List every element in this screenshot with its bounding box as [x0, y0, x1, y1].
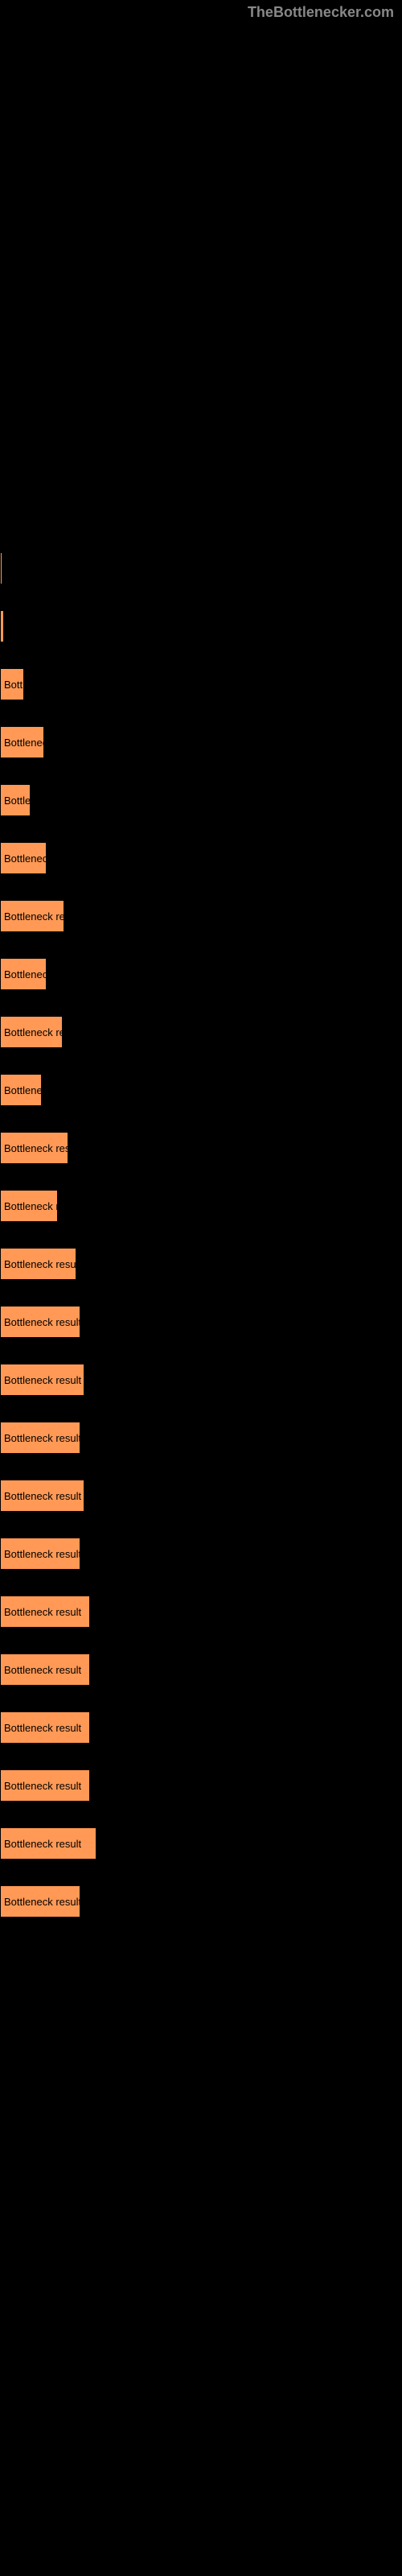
bar-row [0, 597, 402, 655]
bar-row: Bottleneck result [0, 1814, 402, 1872]
chart-bar: Bottlenec [0, 1074, 42, 1106]
chart-bar: Bottleneck result [0, 1538, 80, 1570]
bar-row: Bottleneck [0, 829, 402, 887]
bar-row: Bottleneck result [0, 1872, 402, 1930]
chart-bar: Bottleneck [0, 726, 44, 758]
chart-bar: Bottleneck result [0, 1711, 90, 1744]
bar-row: Bottleneck result [0, 1409, 402, 1467]
bar-row: Bottleneck result [0, 1583, 402, 1641]
bar-row: Bottleneck result [0, 1293, 402, 1351]
bar-row: Bottleneck [0, 713, 402, 771]
chart-bar: Bottleneck result [0, 1827, 96, 1860]
chart-bar [0, 552, 2, 584]
bar-row: Bottleneck result [0, 1235, 402, 1293]
chart-bar: Bottleneck result [0, 1364, 84, 1396]
bar-row: Bottleneck r [0, 1177, 402, 1235]
bar-row: Bottleneck result [0, 1641, 402, 1699]
bar-row: Bottl [0, 655, 402, 713]
bar-row: Bottler [0, 771, 402, 829]
chart-bar: Bottleneck [0, 958, 47, 990]
chart-bar: Bottleneck result [0, 1248, 76, 1280]
chart-bar: Bottleneck resu [0, 1132, 68, 1164]
chart-bar: Bottleneck r [0, 1190, 58, 1222]
bar-row: Bottleneck result [0, 1351, 402, 1409]
bar-chart: Bottl Bottleneck Bottler Bottleneck Bottlene… [0, 0, 402, 1946]
chart-bar: Bottleneck res [0, 900, 64, 932]
bar-row: Bottleneck result [0, 1699, 402, 1757]
bar-row: Bottleneck [0, 945, 402, 1003]
chart-bar: Bottler [0, 784, 31, 816]
chart-bar: Bottleneck result [0, 1885, 80, 1918]
chart-bar: Bottleneck [0, 842, 47, 874]
bar-row: Bottleneck result [0, 1757, 402, 1814]
chart-bar: Bottleneck result [0, 1306, 80, 1338]
bar-row: Bottleneck result [0, 1525, 402, 1583]
chart-bar: Bottleneck result [0, 1653, 90, 1686]
chart-bar: Bottleneck result [0, 1480, 84, 1512]
bar-row [0, 539, 402, 597]
bar-row: Bottleneck result [0, 1467, 402, 1525]
chart-bar: Bottleneck result [0, 1422, 80, 1454]
chart-bar: Bottleneck result [0, 1769, 90, 1802]
chart-bar: Bottl [0, 668, 24, 700]
chart-bar [0, 610, 4, 642]
bar-row: Bottleneck res [0, 887, 402, 945]
bar-row: Bottlenec [0, 1061, 402, 1119]
chart-bar: Bottleneck re [0, 1016, 63, 1048]
chart-bar: Bottleneck result [0, 1596, 90, 1628]
watermark-text: TheBottlenecker.com [248, 4, 394, 21]
bar-row: Bottleneck resu [0, 1119, 402, 1177]
bar-row: Bottleneck re [0, 1003, 402, 1061]
